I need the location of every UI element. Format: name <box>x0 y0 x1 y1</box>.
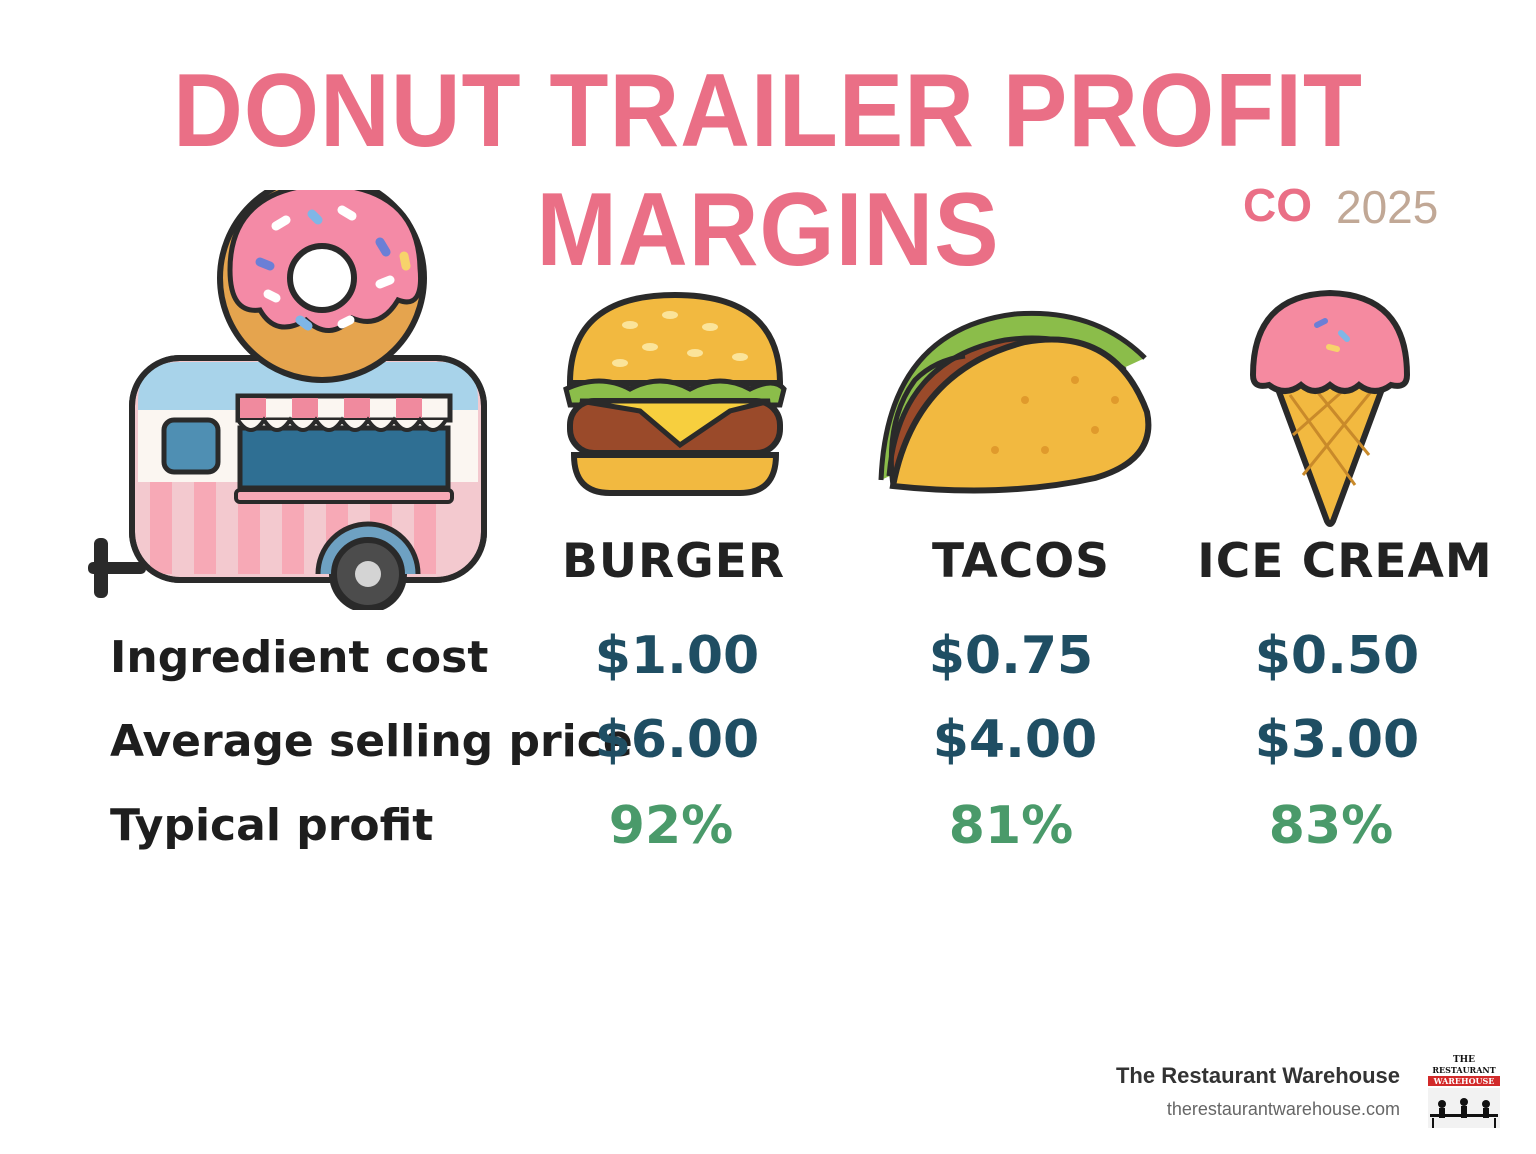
tacos-typical-profit: 81% <box>948 796 1074 856</box>
page-title: DONUT TRAILER PROFIT MARGINS <box>173 53 1363 288</box>
region-label: CO <box>1243 179 1312 231</box>
svg-text:RESTAURANT: RESTAURANT <box>1432 1065 1495 1075</box>
brand-name: The Restaurant Warehouse <box>1115 1063 1400 1088</box>
row-label-ingredient-cost: Ingredient cost <box>110 632 489 683</box>
ice-cream-ingredient-cost: $0.50 <box>1254 626 1420 686</box>
tacos-ingredient-cost: $0.75 <box>928 626 1094 686</box>
row-label-typical-profit: Typical profit <box>110 800 434 851</box>
column-header-tacos: TACOS <box>931 534 1111 589</box>
taco-icon <box>878 310 1152 494</box>
burger-typical-profit: 92% <box>608 796 734 856</box>
burger-selling-price: $6.00 <box>594 710 760 770</box>
row-label-average-selling-price: Average selling price <box>110 716 633 767</box>
column-header-burger: BURGER <box>562 534 786 589</box>
year-label: 2025 <box>1336 181 1439 233</box>
column-header-ice-cream: ICE CREAM <box>1197 534 1493 589</box>
tacos-selling-price: $4.00 <box>932 710 1098 770</box>
donut-trailer-icon <box>88 190 487 610</box>
burger-ingredient-cost: $1.00 <box>594 626 760 686</box>
ice-cream-selling-price: $3.00 <box>1254 710 1420 770</box>
restaurant-warehouse-logo: THE RESTAURANT WAREHOUSE <box>1424 1052 1504 1132</box>
ice-cream-icon <box>1249 289 1411 527</box>
svg-text:WAREHOUSE: WAREHOUSE <box>1433 1076 1495 1086</box>
brand-url[interactable]: therestaurantwarehouse.com <box>1166 1099 1400 1119</box>
svg-text:THE: THE <box>1453 1055 1475 1065</box>
ice-cream-typical-profit: 83% <box>1268 796 1394 856</box>
burger-icon <box>563 291 787 496</box>
brand-block: The Restaurant Warehouse therestaurantwa… <box>1116 1063 1400 1120</box>
